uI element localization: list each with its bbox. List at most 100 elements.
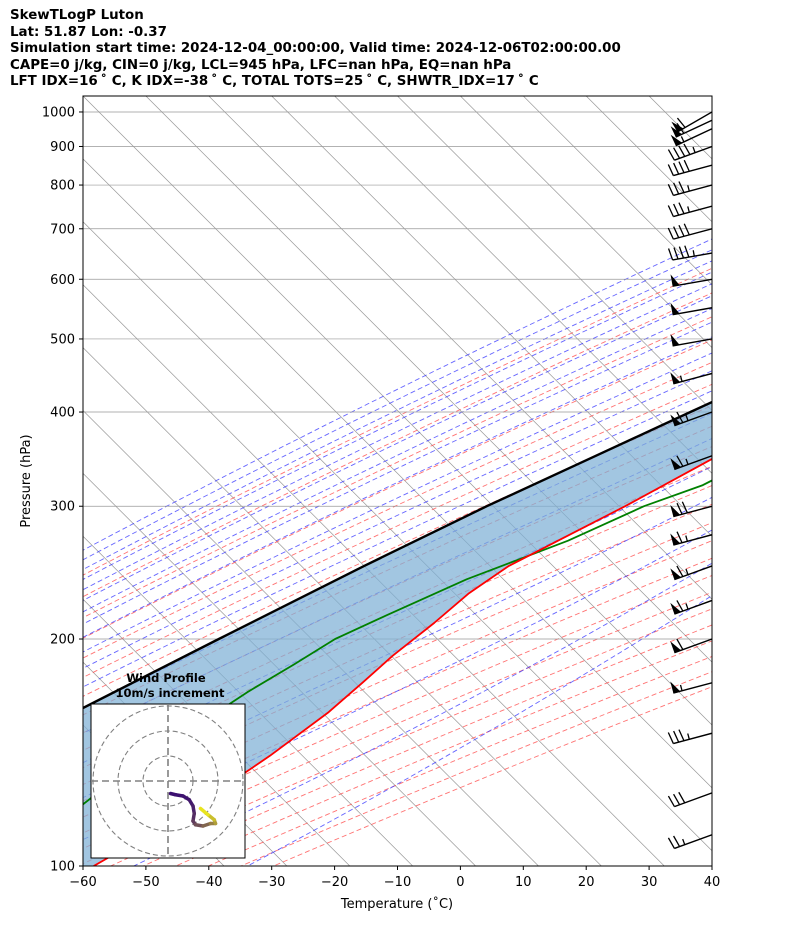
barb-half-feather bbox=[685, 603, 689, 610]
dewpoint-line bbox=[83, 479, 712, 806]
y-tick-label: 500 bbox=[50, 332, 75, 347]
y-tick-label: 300 bbox=[50, 500, 75, 515]
isotherm-line bbox=[208, 96, 712, 600]
inset-title: Wind Profile bbox=[126, 671, 206, 685]
isotherm-line bbox=[460, 96, 712, 349]
barb-staff bbox=[674, 145, 712, 161]
barb-feather bbox=[673, 203, 680, 216]
barb-staff bbox=[673, 372, 712, 385]
inset-subtitle: 10m/s increment bbox=[116, 686, 225, 700]
x-tick-label: −30 bbox=[258, 875, 285, 890]
isotherm-line bbox=[83, 96, 712, 726]
moist-adiabat-line bbox=[83, 496, 712, 799]
wind-barb bbox=[670, 681, 712, 694]
barb-staff bbox=[673, 164, 712, 177]
moist-adiabat-line bbox=[83, 238, 712, 551]
barb-feather bbox=[678, 181, 685, 193]
y-axis-label: Pressure (hPa) bbox=[19, 434, 34, 527]
title-line-4: CAPE=0 j/kg, CIN=0 j/kg, LCL=945 hPa, LF… bbox=[10, 57, 512, 73]
title-line-1: SkewTLogP Luton bbox=[10, 8, 144, 23]
barb-staff bbox=[672, 278, 712, 287]
moist-adiabat-line bbox=[83, 271, 712, 580]
moist-adiabat-line bbox=[83, 249, 712, 561]
x-tick-label: 40 bbox=[704, 875, 721, 890]
wind-barb bbox=[670, 455, 712, 471]
wind-barb bbox=[667, 245, 712, 261]
barb-pennant bbox=[670, 334, 680, 346]
wind-barb bbox=[667, 159, 712, 177]
wind-barbs bbox=[667, 111, 712, 850]
barb-half-feather bbox=[679, 684, 683, 691]
barb-half-feather bbox=[692, 146, 696, 153]
barb-half-feather bbox=[687, 733, 690, 740]
barb-staff bbox=[673, 205, 712, 218]
isotherm-line bbox=[523, 96, 712, 286]
barb-staff bbox=[673, 184, 712, 197]
wind-barb bbox=[667, 223, 712, 240]
wind-barb bbox=[670, 501, 712, 518]
isotherm-line bbox=[271, 96, 712, 537]
barb-feather bbox=[678, 224, 685, 237]
barb-half-feather bbox=[679, 375, 683, 382]
barb-feather bbox=[683, 223, 690, 236]
y-tick-label: 1000 bbox=[42, 105, 75, 120]
hodograph bbox=[91, 704, 245, 858]
barb-pennant bbox=[670, 372, 681, 384]
y-tick-label: 600 bbox=[50, 273, 75, 288]
dry-adiabat-line bbox=[83, 540, 712, 818]
title-line-2: Lat: 51.87 Lon: -0.37 bbox=[10, 24, 167, 40]
barb-staff bbox=[672, 307, 712, 316]
dry-adiabat-line bbox=[83, 292, 712, 598]
barb-feather bbox=[678, 145, 686, 157]
barb-feather bbox=[676, 455, 684, 467]
profile-lines bbox=[83, 400, 712, 866]
barb-half-feather bbox=[680, 136, 685, 143]
barb-feather bbox=[667, 795, 675, 807]
x-tick-label: −50 bbox=[132, 875, 159, 890]
barb-feather bbox=[667, 149, 675, 161]
chart-header: SkewTLogP Luton Lat: 51.87 Lon: -0.37 Si… bbox=[10, 8, 621, 91]
barb-feather bbox=[667, 227, 674, 240]
x-tick-label: −40 bbox=[195, 875, 222, 890]
barb-staff bbox=[677, 111, 712, 133]
isotherm-line bbox=[83, 158, 712, 789]
moist-adiabat-line bbox=[83, 352, 712, 653]
wind-barb bbox=[667, 143, 712, 161]
barb-staff bbox=[673, 228, 712, 240]
barb-feather bbox=[673, 162, 680, 175]
y-tick-label: 200 bbox=[50, 633, 75, 648]
x-axis-label: Temperature (˚C) bbox=[340, 896, 453, 912]
barb-feather bbox=[683, 159, 690, 172]
wind-barb bbox=[667, 834, 712, 850]
barb-half-feather bbox=[685, 458, 689, 465]
barb-pennant bbox=[670, 274, 680, 287]
title-line-5: LFT IDX=16 ˚ C, K IDX=-38 ˚ C, TOTAL TOT… bbox=[10, 74, 539, 89]
barb-half-feather bbox=[685, 568, 689, 575]
barb-feather bbox=[676, 122, 685, 134]
barb-feather bbox=[676, 565, 684, 577]
barb-feather bbox=[667, 184, 674, 196]
barb-feather bbox=[673, 147, 681, 159]
barb-pennant bbox=[670, 302, 680, 315]
hodograph-segment bbox=[198, 806, 210, 817]
isotherm-line bbox=[397, 96, 712, 411]
temperature-line bbox=[93, 457, 712, 866]
barb-feather bbox=[673, 793, 681, 806]
barb-pennant bbox=[670, 414, 681, 426]
barb-feather bbox=[676, 502, 683, 515]
barb-half-feather bbox=[687, 185, 690, 192]
x-tick-label: −20 bbox=[321, 875, 348, 890]
barb-staff bbox=[673, 732, 712, 745]
barb-pennant bbox=[670, 602, 681, 615]
y-tick-label: 800 bbox=[50, 179, 75, 194]
barb-pennant bbox=[670, 533, 681, 546]
barb-feather bbox=[667, 837, 675, 849]
barb-feather bbox=[667, 732, 674, 744]
barb-half-feather bbox=[685, 535, 688, 542]
dry-adiabat-line bbox=[83, 361, 712, 659]
wind-barb bbox=[670, 372, 712, 385]
x-tick-label: 20 bbox=[578, 875, 595, 890]
barb-pennant bbox=[670, 458, 681, 470]
barb-feather bbox=[678, 791, 686, 804]
